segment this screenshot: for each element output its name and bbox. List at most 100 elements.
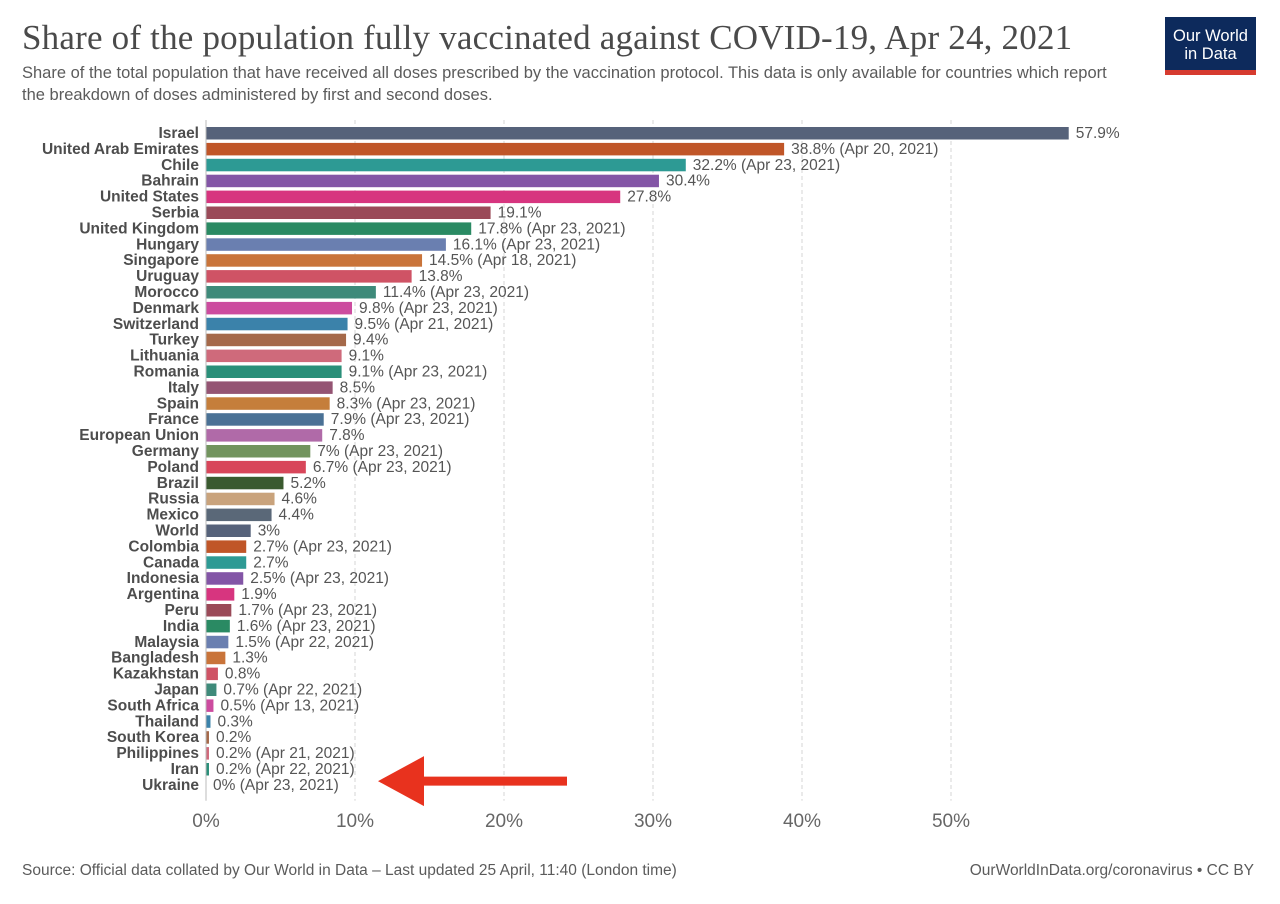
- bar: [206, 651, 226, 665]
- country-label: Canada: [143, 554, 199, 571]
- bar: [206, 333, 347, 347]
- country-label: Peru: [165, 602, 199, 619]
- bar: [206, 254, 423, 267]
- x-tick-label: 10%: [336, 811, 374, 832]
- bar: [206, 429, 323, 442]
- value-label: 1.6% (Apr 23, 2021): [237, 618, 376, 635]
- country-label: Morocco: [134, 284, 199, 301]
- country-label: Turkey: [149, 332, 199, 349]
- value-label: 0.7% (Apr 22, 2021): [223, 682, 362, 699]
- bar: [206, 365, 342, 378]
- country-label: Philippines: [116, 745, 199, 762]
- value-label: 7.9% (Apr 23, 2021): [331, 411, 470, 428]
- country-label: Russia: [148, 491, 199, 508]
- value-label: 0.5% (Apr 13, 2021): [220, 697, 359, 714]
- value-label: 9.4%: [353, 332, 389, 349]
- owid-logo[interactable]: Our World in Data: [1165, 17, 1256, 75]
- country-label: Uruguay: [136, 268, 199, 285]
- country-label: South Africa: [107, 697, 199, 714]
- value-label: 2.7% (Apr 23, 2021): [253, 538, 392, 555]
- country-label: France: [148, 411, 199, 428]
- bar: [206, 635, 229, 649]
- country-label: Denmark: [133, 300, 200, 317]
- value-label: 4.6%: [282, 491, 318, 508]
- bar: [206, 683, 217, 696]
- license-link[interactable]: OurWorldInData.org/coronavirus • CC BY: [969, 862, 1254, 879]
- value-label: 11.4% (Apr 23, 2021): [383, 284, 529, 301]
- country-label: Italy: [168, 379, 199, 396]
- bar: [206, 222, 472, 235]
- country-label: United States: [100, 189, 199, 206]
- value-label: 2.5% (Apr 23, 2021): [250, 570, 389, 587]
- country-label: Chile: [161, 157, 199, 174]
- bar: [206, 158, 686, 172]
- value-label: 17.8% (Apr 23, 2021): [478, 220, 625, 237]
- country-label: Thailand: [135, 713, 199, 730]
- bar: [206, 715, 211, 728]
- value-label: 3%: [258, 523, 281, 540]
- country-label: India: [163, 618, 200, 635]
- value-label: 16.1% (Apr 23, 2021): [453, 236, 600, 253]
- country-label: United Kingdom: [79, 220, 199, 237]
- value-label: 1.5% (Apr 22, 2021): [235, 634, 374, 651]
- bar: [206, 588, 235, 601]
- country-label: Ukraine: [142, 777, 199, 794]
- country-label: Hungary: [136, 236, 199, 253]
- annotation-arrow-head: [378, 756, 424, 807]
- value-label: 14.5% (Apr 18, 2021): [429, 252, 576, 269]
- bar: [206, 301, 353, 315]
- value-label: 27.8%: [627, 189, 671, 206]
- country-label: Poland: [147, 459, 199, 476]
- bar: [206, 604, 232, 617]
- value-label: 0% (Apr 23, 2021): [213, 777, 339, 794]
- source-note: Source: Official data collated by Our Wo…: [22, 862, 677, 879]
- value-label: 1.9%: [241, 586, 277, 603]
- x-tick-label: 0%: [192, 811, 220, 832]
- value-label: 0.8%: [225, 666, 261, 683]
- country-label: Serbia: [152, 205, 200, 222]
- country-label: World: [155, 523, 199, 540]
- country-label: European Union: [79, 427, 199, 444]
- logo-line-2: in Data: [1184, 45, 1237, 63]
- value-label: 9.5% (Apr 21, 2021): [355, 316, 494, 333]
- country-label: Argentina: [127, 586, 200, 603]
- value-label: 19.1%: [498, 205, 542, 222]
- country-label: Malaysia: [134, 634, 199, 651]
- value-label: 8.3% (Apr 23, 2021): [337, 395, 476, 412]
- bar: [206, 142, 785, 156]
- bar: [206, 699, 214, 712]
- bar: [206, 508, 272, 522]
- country-label: Spain: [157, 395, 199, 412]
- country-label: Brazil: [157, 475, 199, 492]
- bar: [206, 127, 1069, 140]
- value-label: 0.2% (Apr 21, 2021): [216, 745, 355, 762]
- value-label: 9.8% (Apr 23, 2021): [359, 300, 498, 317]
- value-label: 6.7% (Apr 23, 2021): [313, 459, 452, 476]
- value-label: 9.1%: [349, 348, 385, 365]
- logo-accent-bar: [1165, 70, 1256, 75]
- country-label: Israel: [158, 125, 199, 142]
- country-label: Singapore: [123, 252, 199, 269]
- country-label: Indonesia: [127, 570, 200, 587]
- value-label: 2.7%: [253, 554, 289, 571]
- country-label: Mexico: [146, 507, 199, 524]
- country-label: Iran: [171, 761, 199, 778]
- country-label: Romania: [134, 364, 200, 381]
- value-label: 38.8% (Apr 20, 2021): [791, 141, 938, 158]
- bar: [206, 572, 244, 585]
- x-tick-label: 20%: [485, 811, 523, 832]
- value-label: 7.8%: [329, 427, 365, 444]
- country-label: Kazakhstan: [113, 666, 199, 683]
- bar: [206, 445, 311, 458]
- value-label: 9.1% (Apr 23, 2021): [349, 364, 488, 381]
- value-label: 30.4%: [666, 173, 710, 190]
- logo-line-1: Our World: [1173, 27, 1248, 45]
- bar: [206, 349, 342, 363]
- bar: [206, 476, 284, 490]
- country-label: South Korea: [107, 729, 200, 746]
- value-label: 32.2% (Apr 23, 2021): [693, 157, 840, 174]
- x-tick-label: 50%: [932, 811, 970, 832]
- bar: [206, 317, 348, 331]
- chart-title: Share of the population fully vaccinated…: [22, 18, 1073, 57]
- bar: [206, 763, 209, 776]
